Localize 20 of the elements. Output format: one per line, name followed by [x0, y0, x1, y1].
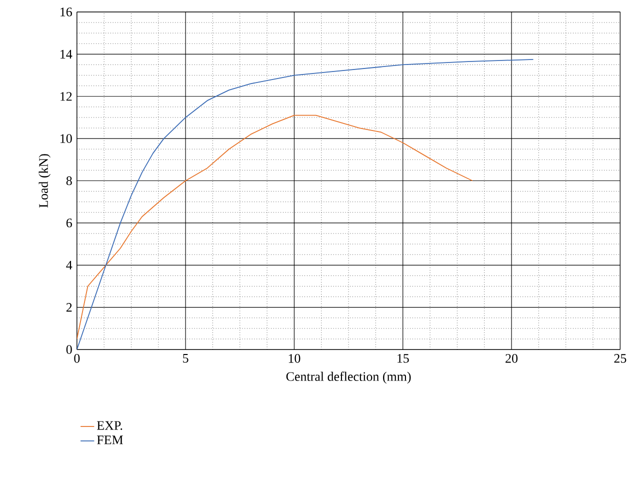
y-tick-label: 6 — [66, 218, 72, 228]
x-tick-label: 0 — [74, 354, 80, 363]
x-tick-label: 15 — [398, 354, 409, 363]
y-tick-label: 0 — [66, 344, 72, 354]
y-tick-label: 12 — [60, 92, 72, 100]
y-tick-label: 4 — [66, 260, 72, 270]
y-tick-label: 14 — [60, 50, 72, 58]
y-tick-label: 10 — [60, 134, 72, 143]
x-axis-title: Central deflection (mm) — [286, 371, 411, 384]
x-tick-label: 5 — [183, 354, 188, 363]
legend-label: FEM — [97, 435, 123, 444]
y-tick-label: 2 — [66, 302, 72, 312]
x-tick-label: 10 — [288, 354, 300, 363]
legend-label: EXP. — [97, 421, 122, 430]
line-series — [76, 58, 534, 350]
x-tick-label: 20 — [506, 354, 518, 363]
y-axis-title: Load (kN) — [38, 154, 51, 208]
y-tick-label: 16 — [60, 7, 72, 16]
x-tick-label: 25 — [614, 354, 626, 363]
y-tick-label: 8 — [66, 176, 72, 185]
